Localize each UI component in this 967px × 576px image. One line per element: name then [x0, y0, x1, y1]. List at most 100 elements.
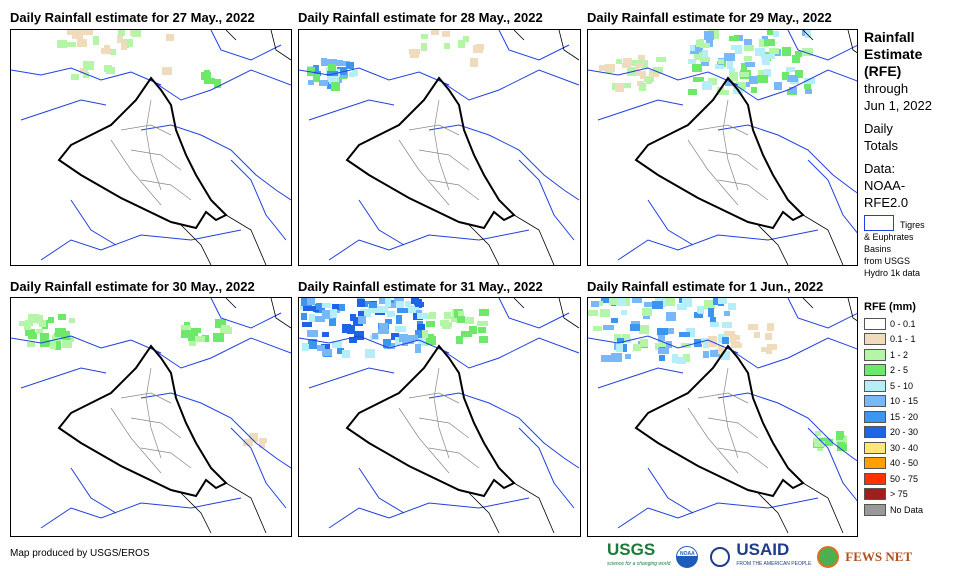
rain-cell: [761, 347, 768, 352]
rain-cell: [749, 76, 758, 84]
rain-cell: [591, 301, 599, 307]
rain-cell: [476, 44, 484, 50]
rain-cell: [395, 337, 401, 345]
rain-cell: [195, 336, 205, 342]
rain-cell: [25, 329, 35, 336]
rain-cell: [62, 340, 72, 348]
rain-cell: [693, 77, 704, 82]
rain-cell: [349, 337, 357, 343]
rain-cell: [339, 304, 345, 311]
rain-cell: [789, 87, 797, 94]
rain-cell: [692, 64, 702, 72]
rain-cell: [39, 320, 46, 327]
rain-cell: [456, 336, 463, 344]
rain-cell: [745, 62, 755, 67]
legend-swatch: [864, 395, 886, 408]
rain-cell: [83, 61, 94, 70]
rain-cell: [606, 64, 615, 72]
legend-label: 30 - 40: [890, 442, 919, 453]
legend-item: > 75: [864, 487, 964, 503]
rain-cell: [690, 45, 696, 51]
rain-cell: [313, 65, 319, 73]
totals-label: Totals: [864, 138, 898, 153]
rain-cell: [718, 345, 724, 354]
legend-item: No Data: [864, 502, 964, 518]
rain-cell: [683, 354, 690, 362]
rain-cell: [788, 75, 798, 82]
rain-cell: [316, 303, 322, 310]
rain-cell: [758, 70, 766, 75]
rain-cell: [688, 59, 696, 64]
rain-cell: [383, 342, 389, 348]
rain-cell: [686, 328, 695, 337]
rain-cell: [804, 78, 815, 84]
legend-item: 40 - 50: [864, 456, 964, 472]
rain-cell: [117, 35, 123, 43]
rain-cell: [614, 334, 621, 341]
rain-cell: [601, 298, 612, 303]
rain-cell: [444, 43, 450, 49]
rain-cell: [741, 63, 747, 71]
rfe-legend-title: RFE (mm): [864, 301, 916, 313]
rainfall-map-3: [587, 29, 858, 266]
rain-cell: [639, 325, 649, 334]
rain-cell: [642, 60, 648, 69]
rain-cell: [83, 30, 93, 35]
rain-cell: [204, 78, 215, 84]
rain-cell: [764, 54, 775, 59]
rain-cell: [792, 55, 800, 63]
rain-cell: [463, 36, 469, 42]
fews-net-logo: FEWS NET: [845, 549, 913, 564]
rain-cell: [694, 312, 703, 318]
rain-cell: [477, 321, 488, 326]
rain-cell: [331, 82, 340, 91]
legend-item: 30 - 40: [864, 440, 964, 456]
rain-cell: [411, 298, 419, 304]
rain-cell: [118, 30, 125, 36]
rain-cell: [635, 63, 643, 68]
basin-line-2: Basins: [864, 244, 892, 254]
rain-cell: [478, 327, 486, 333]
rain-cell: [121, 41, 127, 50]
rain-cell: [469, 326, 477, 334]
rain-cell: [710, 322, 719, 327]
rain-cell: [408, 335, 418, 341]
legend-label: 1 - 2: [890, 349, 909, 360]
rain-cell: [727, 61, 733, 69]
rain-cell: [708, 308, 714, 317]
rain-cell: [815, 431, 821, 436]
legend-label: 0 - 0.1: [890, 318, 916, 329]
rain-cell: [162, 67, 172, 75]
rain-cell: [773, 31, 779, 37]
rain-cell: [302, 343, 309, 351]
legend-label: > 75: [890, 489, 908, 500]
rain-cell: [702, 50, 708, 57]
rain-cell: [744, 45, 754, 51]
rain-cell: [715, 64, 724, 69]
rain-cell: [700, 57, 710, 62]
rain-cell: [718, 298, 727, 304]
rain-cell: [421, 34, 428, 39]
rain-cell: [166, 34, 174, 41]
rain-cell: [329, 75, 339, 84]
rain-cell: [379, 298, 387, 304]
rain-cell: [101, 48, 111, 54]
rain-cell: [337, 67, 347, 75]
rain-cell: [836, 432, 843, 440]
rain-cell: [368, 304, 378, 313]
rain-cell: [321, 58, 327, 66]
rain-cell: [37, 315, 43, 324]
rain-cell: [357, 299, 365, 307]
rain-cell: [388, 303, 398, 308]
legend-swatch: [864, 364, 886, 377]
rain-cell: [617, 338, 624, 343]
rain-cell: [708, 336, 717, 343]
rainfall-map-5: [298, 297, 581, 537]
rain-cell: [444, 322, 452, 327]
rain-cell: [24, 324, 31, 330]
rain-cell: [774, 82, 782, 90]
rain-cell: [55, 328, 66, 337]
rain-cell: [458, 40, 465, 48]
rain-cell: [708, 341, 717, 347]
rain-cell: [729, 72, 738, 81]
